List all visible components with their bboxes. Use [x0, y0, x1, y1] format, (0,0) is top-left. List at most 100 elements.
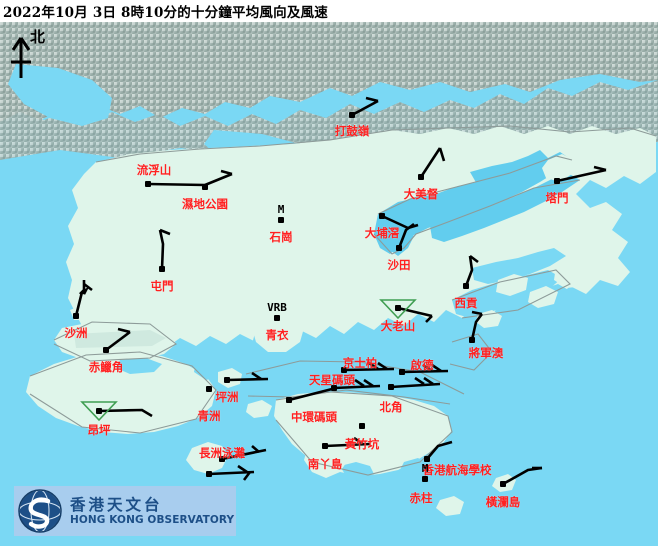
hko-logo-text: 香港天文台 HONG KONG OBSERVATORY	[70, 494, 235, 527]
barb-peng-chau-flag	[251, 371, 262, 381]
kau-sai-chau	[496, 274, 528, 296]
map-canvas[interactable]: 打鼓嶺 流浮山 濕地公園 M 石崗 大美督 塔門 大埔滘 沙田 西貢 屯門 沙洲 赤鱲角 VRB 青衣 大老山…	[0, 22, 658, 546]
station-dot	[278, 217, 284, 223]
station-label: 青衣	[265, 328, 289, 342]
barb-waglan	[502, 466, 543, 486]
hko-logo: 香港天文台 HONG KONG OBSERVATORY	[14, 486, 236, 536]
barb-sha-chau-flag	[83, 282, 93, 292]
station-status-flag: M	[277, 203, 285, 216]
station-dot	[96, 408, 102, 414]
station-dot	[469, 337, 475, 343]
barb-lau-fau-shan	[147, 182, 206, 187]
hei-ling-chau	[246, 400, 272, 418]
barb-tap-mun-flag	[593, 165, 607, 172]
barb-central-pier	[288, 386, 337, 402]
lantau-island	[26, 352, 216, 434]
barb-sha-tin	[397, 222, 415, 249]
barb-ngong-ping	[98, 408, 153, 418]
barb-star-ferry-flag1	[363, 378, 374, 388]
peng-chau-island	[218, 368, 242, 388]
station-label: 啟德	[410, 358, 434, 372]
barb-north-point-flag2	[414, 376, 425, 386]
hko-name-zh: 香港天文台	[70, 494, 163, 514]
station-label: 青洲	[197, 409, 221, 423]
station-label: 昂坪	[87, 423, 111, 437]
station-dot	[379, 213, 385, 219]
tung-ping-chau	[610, 134, 636, 152]
station-dot	[322, 443, 328, 449]
hko-name-en: HONG KONG OBSERVATORY	[70, 513, 235, 526]
coastline-strokes	[29, 125, 657, 476]
tap-mun-island	[542, 154, 574, 182]
station-label: 中環碼頭	[291, 410, 337, 424]
barb-kings-park-flag1	[377, 361, 388, 371]
station-dot	[145, 181, 151, 187]
barb-chek-lap-kok	[105, 330, 131, 352]
station-label: 南丫島	[307, 457, 343, 471]
kap-shui-mun	[194, 356, 224, 380]
barb-sha-chau	[74, 280, 90, 317]
station-dot	[274, 315, 280, 321]
station-label: 長洲泳灘	[199, 446, 245, 460]
station-dot	[202, 184, 208, 190]
barb-ta-kwu-ling	[351, 99, 379, 117]
station-dot	[418, 174, 424, 180]
station-dot	[399, 369, 405, 375]
station-dot	[554, 178, 560, 184]
barb-wetland-park-flag	[220, 169, 233, 176]
station-label: 北角	[379, 400, 403, 414]
barb-cheung-chau-flag2	[242, 471, 252, 481]
barb-kings-park-flag2	[368, 361, 379, 371]
station-label: 屯門	[150, 279, 174, 293]
barb-kai-tak-flag1	[431, 363, 442, 373]
station-label: 天星碼頭	[309, 373, 355, 387]
north-arrow-icon	[6, 30, 62, 80]
station-status-flag: VRB	[267, 301, 287, 314]
barb-tseung-kwan-o	[470, 313, 484, 341]
station-dot	[224, 377, 230, 383]
barb-sai-kung-flag	[469, 254, 479, 264]
tolo-harbour	[374, 152, 572, 254]
wind-barbs-layer	[74, 96, 607, 486]
station-dot	[396, 245, 402, 251]
deep-bay-water	[8, 64, 112, 126]
station-label: 赤柱	[409, 491, 433, 505]
station-dot	[341, 367, 347, 373]
station-dot	[463, 283, 469, 289]
station-label: 大老山	[380, 319, 416, 333]
tung-chung-bay	[116, 358, 162, 374]
north-label: 北	[30, 28, 46, 46]
po-toi-island	[436, 496, 464, 516]
station-label: 沙田	[387, 258, 411, 272]
gale-triangle-tates-cairn	[379, 299, 417, 320]
station-dot	[103, 347, 109, 353]
station-label: 赤鱲角	[88, 360, 124, 374]
plover-cove	[470, 150, 548, 186]
tolo-channel	[430, 172, 580, 242]
tsing-yi-island	[252, 312, 304, 352]
barb-tai-mei-tuk	[419, 147, 442, 178]
station-label: 石崗	[269, 230, 293, 244]
station-dot	[500, 481, 506, 487]
barb-tates-cairn-flag	[425, 315, 433, 323]
barb-chek-lap-kok-flag	[117, 327, 131, 334]
station-label: 京士柏	[342, 356, 378, 370]
barb-lamma-flag	[353, 436, 364, 446]
station-label: 西貢	[454, 296, 478, 310]
station-label: 大埔滘	[364, 226, 400, 240]
barb-tai-mei-tuk-flag	[438, 147, 446, 162]
station-dot	[206, 471, 212, 477]
barb-ta-kwu-ling-flag	[365, 96, 379, 103]
page-title: 2022年10月 3日 8時10分的十分鐘平均風向及風速	[3, 5, 328, 21]
station-dot	[349, 112, 355, 118]
barb-sai-kung	[464, 255, 474, 287]
gale-triangles	[80, 299, 417, 422]
station-dot	[286, 397, 292, 403]
sai-kung-inlet	[472, 248, 566, 284]
station-dot	[424, 456, 430, 462]
barb-tap-mun	[556, 168, 607, 183]
station-label: 塔門	[545, 191, 569, 205]
barb-kai-tak-flag2	[422, 363, 433, 373]
cheung-chau-island	[186, 442, 228, 474]
station-label: 大美督	[403, 187, 439, 201]
